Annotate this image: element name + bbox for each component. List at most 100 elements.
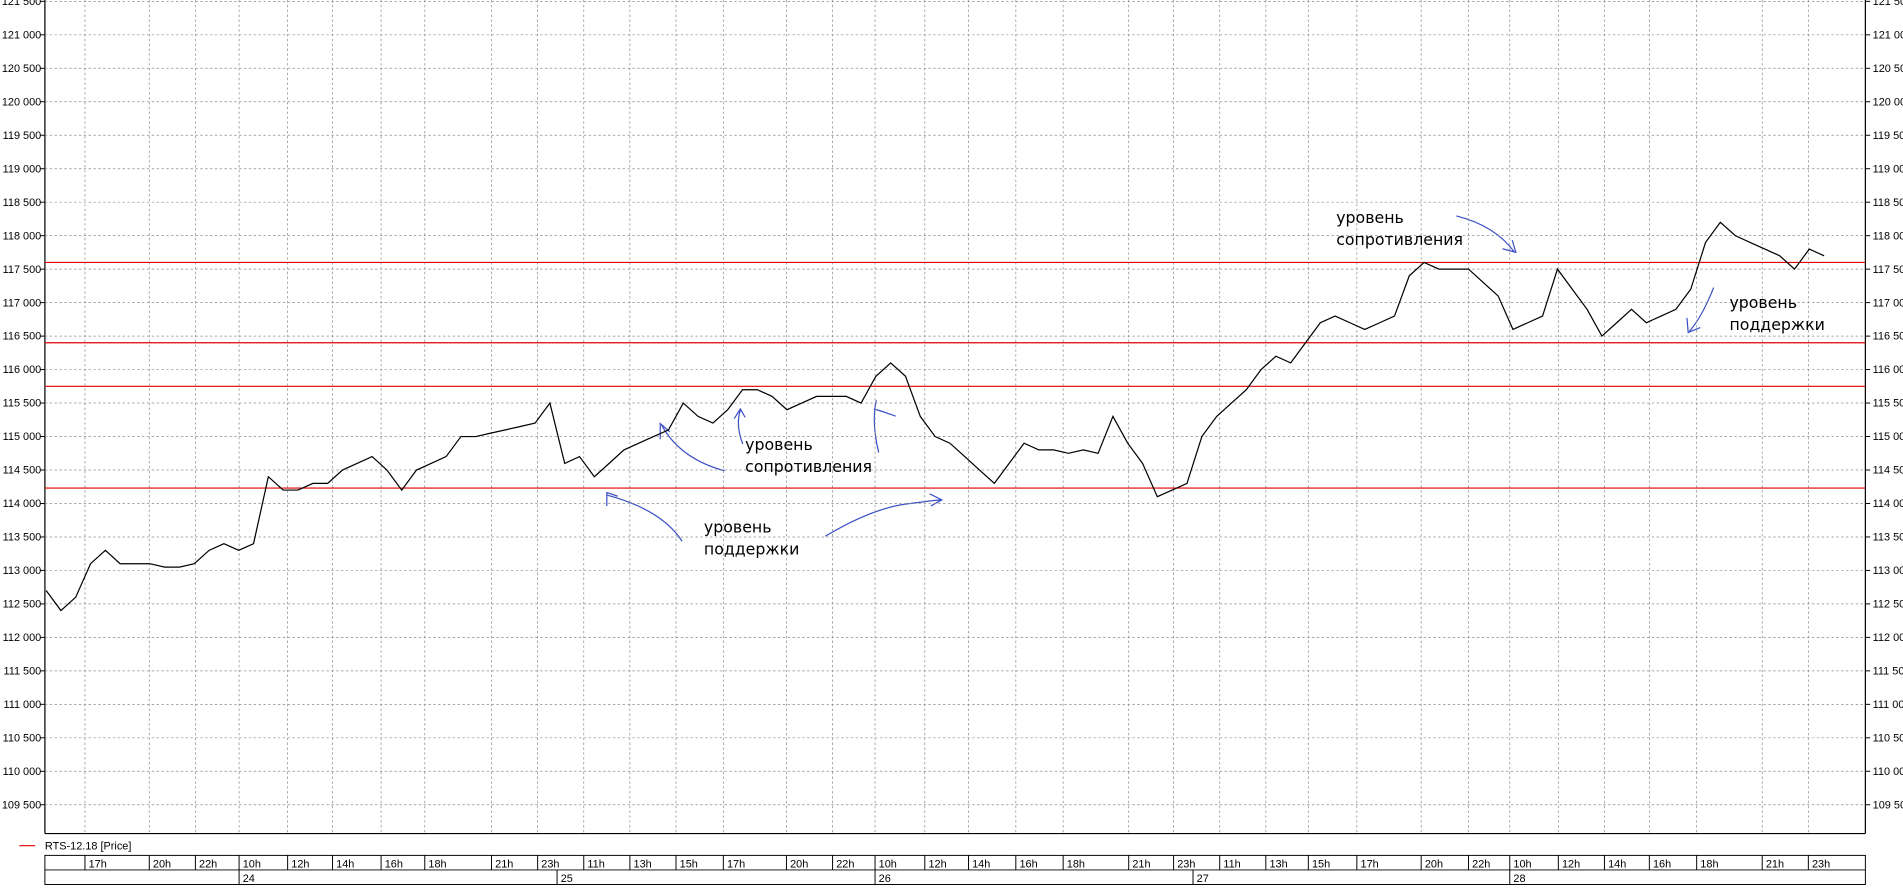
x-tick-label: 10h (243, 859, 261, 871)
y-tick-label: 121 500 (1873, 0, 1903, 8)
x-tick-label: 22h (1472, 859, 1490, 871)
annotation: поддержки (704, 539, 799, 558)
day-label: 28 (1513, 873, 1525, 885)
y-tick-label: 110 000 (3, 766, 42, 778)
y-tick-label: 120 000 (1873, 96, 1903, 108)
y-tick-label: 116 500 (3, 331, 42, 343)
y-tick-label: 114 500 (1873, 465, 1903, 477)
y-tick-label: 118 000 (1873, 230, 1903, 242)
day-label: 27 (1197, 873, 1209, 885)
arrow (1686, 287, 1715, 334)
y-tick-label: 117 000 (3, 297, 42, 309)
x-tick-label: 15h (1312, 859, 1330, 871)
x-tick-label: 16h (1653, 859, 1671, 871)
y-tick-label: 110 500 (3, 732, 42, 744)
price-line (45, 221, 1825, 612)
x-tick-label: 16h (385, 859, 403, 871)
y-tick-label: 112 000 (3, 632, 42, 644)
y-tick-label: 119 500 (3, 130, 42, 142)
y-tick-label: 119 000 (3, 163, 42, 175)
x-tick-label: 14h (1608, 859, 1626, 871)
arrow (606, 491, 683, 542)
x-tick-label: 20h (790, 859, 808, 871)
y-tick-label: 115 500 (1873, 398, 1903, 410)
y-tick-label: 120 500 (2, 63, 41, 75)
y-tick-label: 113 500 (3, 532, 42, 544)
arrow (733, 407, 746, 445)
day-label: 26 (879, 873, 891, 885)
annotation: уровень (1729, 293, 1797, 312)
y-tick-label: 114 500 (3, 465, 42, 477)
y-tick-label: 111 000 (1873, 699, 1903, 711)
y-tick-label: 115 000 (1873, 431, 1903, 443)
y-tick-label: 114 000 (1873, 498, 1903, 510)
y-tick-label: 109 500 (2, 799, 41, 811)
x-tick-label: 21h (1132, 859, 1150, 871)
x-tick-label: 23h (541, 859, 559, 871)
x-tick-label: 13h (1269, 859, 1287, 871)
day-label: 25 (561, 873, 573, 885)
arrow (873, 400, 896, 453)
y-tick-label: 114 000 (3, 498, 42, 510)
x-tick-label: 12h (1562, 859, 1580, 871)
y-tick-label: 119 000 (1873, 163, 1903, 175)
y-tick-label: 118 000 (3, 230, 42, 242)
y-tick-label: 111 500 (1873, 665, 1903, 677)
y-tick-label: 110 500 (1873, 732, 1903, 744)
y-tick-label: 117 500 (3, 264, 42, 276)
x-tick-label: 10h (1513, 859, 1531, 871)
x-tick-label: 18h (428, 859, 446, 871)
y-tick-label: 121 000 (2, 29, 41, 41)
y-tick-label: 113 500 (1873, 532, 1903, 544)
x-tick-label: 20h (153, 859, 171, 871)
annotation: уровень (745, 435, 813, 454)
y-tick-label: 112 500 (1873, 599, 1903, 611)
x-tick-label: 18h (1700, 859, 1718, 871)
annotation: поддержки (1729, 315, 1824, 334)
annotation: уровень (1336, 208, 1404, 227)
x-tick-label: 17h (89, 859, 107, 871)
y-tick-label: 118 500 (3, 197, 42, 209)
x-tick-label: 12h (928, 859, 946, 871)
x-tick-label: 22h (199, 859, 217, 871)
x-tick-label: 23h (1177, 859, 1195, 871)
y-tick-label: 116 500 (1873, 331, 1903, 343)
legend-label: RTS-12.18 [Price] (45, 840, 131, 852)
x-tick-label: 11h (587, 859, 604, 871)
y-tick-label: 112 000 (1873, 632, 1903, 644)
y-tick-label: 121 500 (2, 0, 41, 8)
x-tick-label: 15h (680, 859, 698, 871)
y-tick-label: 115 000 (3, 431, 42, 443)
x-tick-label: 13h (634, 859, 652, 871)
annotation: сопротивления (745, 457, 872, 476)
x-tick-label: 17h (1360, 859, 1378, 871)
y-tick-label: 116 000 (1873, 364, 1903, 376)
x-tick-label: 14h (336, 859, 354, 871)
x-tick-label: 23h (1812, 859, 1830, 871)
y-tick-label: 111 500 (3, 665, 41, 677)
x-tick-label: 14h (972, 859, 990, 871)
y-tick-label: 110 000 (1873, 766, 1903, 778)
y-tick-label: 119 500 (1873, 130, 1903, 142)
y-tick-label: 117 000 (1873, 297, 1903, 309)
x-tick-label: 21h (495, 859, 513, 871)
x-tick-label: 11h (1223, 859, 1240, 871)
day-label: 24 (243, 873, 255, 885)
y-tick-label: 109 500 (1873, 799, 1903, 811)
y-tick-label: 113 000 (3, 565, 42, 577)
x-tick-label: 18h (1067, 859, 1085, 871)
x-tick-label: 20h (1425, 859, 1443, 871)
y-tick-label: 120 500 (1873, 63, 1903, 75)
y-tick-label: 115 500 (3, 398, 42, 410)
x-tick-label: 22h (836, 859, 854, 871)
x-tick-label: 17h (727, 859, 745, 871)
arrow (1456, 215, 1517, 254)
y-tick-label: 118 500 (1873, 197, 1903, 209)
y-tick-label: 116 000 (3, 364, 42, 376)
y-tick-label: 111 000 (3, 699, 41, 711)
y-tick-label: 120 000 (2, 96, 41, 108)
y-tick-label: 112 500 (3, 599, 42, 611)
